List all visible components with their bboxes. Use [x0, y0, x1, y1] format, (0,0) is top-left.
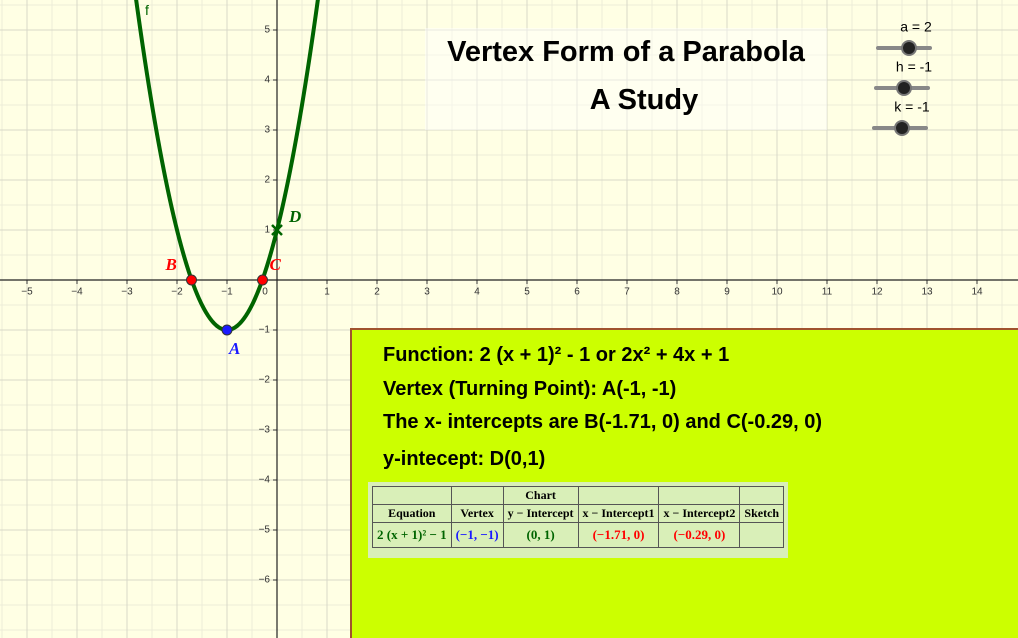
slider-label: k = -1 [894, 99, 930, 115]
point [221, 324, 233, 336]
x-tick-label: 7 [624, 287, 630, 298]
x-tick-label: 3 [424, 287, 430, 298]
point-label: C [270, 255, 282, 274]
table-cell: (0, 1) [502, 522, 579, 548]
table-cell: 2 (x + 1)² − 1 [372, 522, 452, 548]
y-tick-label: 1 [264, 225, 270, 236]
point-label: A [228, 339, 240, 358]
table-cell: x − Intercept2 [658, 504, 741, 523]
table-cell [739, 522, 785, 548]
point-label: D [288, 207, 301, 226]
x-tick-label: 0 [262, 287, 268, 298]
table-caption: Chart [502, 486, 579, 505]
y-tick-label: −3 [259, 425, 271, 436]
y-tick-label: 2 [264, 175, 270, 186]
info-line: The x- intercepts are B(-1.71, 0) and C(… [383, 411, 823, 433]
table-cell: Equation [372, 504, 452, 523]
point [257, 274, 268, 286]
x-tick-label: 10 [771, 287, 783, 298]
x-tick-label: −1 [221, 287, 233, 298]
title-box: Vertex Form of a Parabola A Study [425, 28, 827, 130]
table: Chart Equation Vertex y − Intercept x − Int… [372, 486, 785, 548]
y-tick-label: −6 [259, 575, 271, 586]
table-cell: y − Intercept [502, 504, 579, 523]
x-tick-label: 14 [971, 287, 983, 298]
x-tick-label: 11 [822, 287, 833, 298]
y-tick-label: −2 [259, 375, 271, 386]
x-tick-label: −2 [171, 287, 183, 298]
info-box: Function: 2 (x + 1)² - 1 or 2x² + 4x + 1… [350, 328, 1018, 638]
x-tick-label: 2 [374, 287, 380, 298]
y-tick-label: −1 [259, 325, 271, 336]
x-tick-label: 4 [474, 287, 480, 298]
slider-knob [896, 80, 912, 96]
curve-label: f [145, 2, 149, 18]
x-tick-label: −3 [121, 287, 133, 298]
info-line: Function: 2 (x + 1)² - 1 or 2x² + 4x + 1 [383, 344, 730, 366]
table-cell: (−0.29, 0) [658, 522, 741, 548]
chart-table: Chart Equation Vertex y − Intercept x − Int… [368, 482, 789, 558]
x-tick-label: 12 [871, 287, 883, 298]
x-tick-label: −5 [21, 287, 33, 298]
y-tick-label: −5 [259, 525, 271, 536]
point-label: B [165, 255, 177, 274]
x-tick-label: 1 [324, 287, 330, 298]
x-tick-label: −4 [71, 287, 83, 298]
table-cell: (−1, −1) [450, 522, 504, 548]
slider-label: h = -1 [896, 59, 932, 75]
table-cell: (−1.71, 0) [577, 522, 660, 548]
title: Vertex Form of a Parabola [447, 36, 805, 68]
info-line: y-intecept: D(0,1) [383, 448, 546, 470]
table-cell: Sketch [739, 504, 785, 523]
x-tick-label: 9 [724, 287, 730, 298]
y-tick-label: 5 [264, 25, 270, 36]
x-tick-label: 5 [524, 287, 530, 298]
y-tick-label: 4 [264, 75, 270, 86]
point [271, 224, 283, 236]
slider-label: a = 2 [900, 19, 932, 35]
x-tick-label: 8 [674, 287, 680, 298]
slider-knob [901, 40, 917, 56]
table-cell: Vertex [450, 504, 504, 523]
y-tick-label: −4 [259, 475, 271, 486]
x-tick-label: 13 [921, 287, 933, 298]
slider-knob [894, 120, 910, 136]
y-tick-label: 3 [264, 125, 270, 136]
point [186, 274, 197, 286]
table-cell: x − Intercept1 [577, 504, 660, 523]
subtitle: A Study [589, 84, 699, 116]
info-line: Vertex (Turning Point): A(-1, -1) [383, 378, 677, 400]
x-tick-label: 6 [574, 287, 580, 298]
